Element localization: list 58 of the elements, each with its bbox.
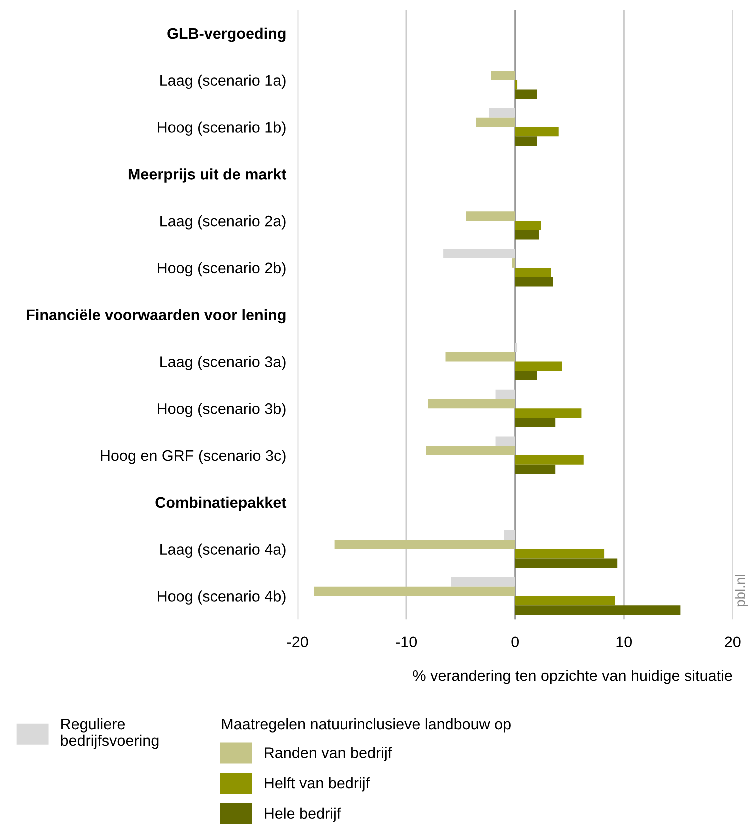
bar [496, 436, 516, 446]
y-tick-label: Laag (scenario 2a) [160, 216, 286, 230]
y-tick-label: Hoog (scenario 1b) [158, 122, 286, 136]
bar [515, 221, 542, 230]
y-tick-label: Meerprijs uit de markt [128, 168, 287, 183]
bar [515, 456, 584, 465]
bar [515, 371, 538, 380]
x-tick-label: 10 [616, 636, 632, 648]
x-tick-label: 20 [725, 636, 741, 648]
bar [512, 258, 516, 268]
legend-label: Helft van bedrijf [265, 777, 370, 792]
bar [446, 352, 516, 362]
bar [504, 530, 516, 540]
bar [515, 549, 605, 559]
legend-label: Reguliere bedrijfsvoering [61, 718, 159, 750]
y-tick-label: Hoog en GRF (scenario 3c) [101, 450, 286, 464]
y-tick-label: Laag (scenario 1a) [160, 74, 286, 90]
bar [515, 596, 616, 606]
bar [428, 399, 516, 409]
bar [496, 390, 516, 400]
bar [515, 268, 552, 278]
bar [489, 108, 516, 118]
legend-label: Randen van bedrijf [265, 747, 392, 762]
bar [444, 249, 516, 259]
bar [515, 342, 518, 352]
y-tick-label: Hoog (scenario 3b) [158, 403, 286, 418]
bar [314, 586, 516, 596]
bar [515, 606, 681, 615]
y-tick-label: Hoog (scenario 4b) [158, 590, 286, 605]
bar [491, 70, 516, 80]
bar [515, 136, 538, 146]
bar [515, 230, 540, 240]
bar [515, 90, 538, 100]
bar [426, 446, 516, 456]
bar [451, 577, 516, 587]
legend-label: Hele bedrijf [265, 808, 342, 822]
text: pbl.nl [735, 575, 748, 607]
bar [515, 127, 559, 137]
x-tick-label: -10 [396, 636, 418, 648]
y-tick-label: Hoog (scenario 2b) [158, 262, 286, 277]
legend-title: Maatregelen natuurinclusieve landbouw op [222, 718, 511, 733]
bar [466, 212, 516, 222]
bar [515, 558, 618, 568]
bar [515, 464, 556, 474]
bar [334, 540, 516, 550]
x-tick-label: 0 [512, 636, 520, 648]
y-tick-label: Laag (scenario 3a) [160, 356, 286, 370]
bar [476, 118, 516, 128]
bar [515, 408, 582, 418]
bar [515, 418, 556, 428]
bar [515, 362, 562, 372]
bar [515, 277, 554, 287]
x-tick-label: -20 [287, 636, 308, 648]
x-axis-title: % verandering ten opzichte van huidige situatie [413, 670, 732, 684]
y-tick-label: Combinatiepakket [156, 496, 287, 512]
y-tick-label: Laag (scenario 4a) [160, 544, 286, 558]
y-tick-label: GLB-vergoeding [168, 28, 286, 42]
y-tick-label: Financiële voorwaarden voor lening [27, 309, 286, 324]
